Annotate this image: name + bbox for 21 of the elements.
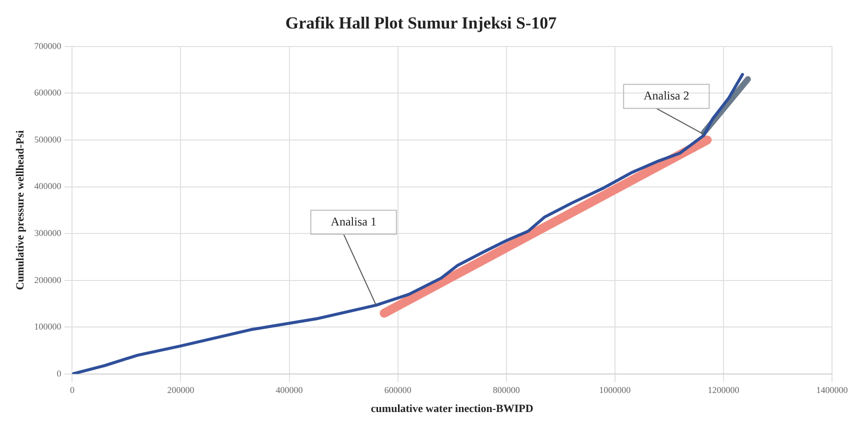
y-tick-label: 600000	[34, 88, 62, 98]
y-tick-label: 200000	[34, 274, 62, 285]
x-tick-label: 600000	[384, 384, 412, 395]
chart-title: Grafik Hall Plot Sumur Injeksi S-107	[285, 14, 558, 33]
y-axis-title: Cumulative pressure wellhead-Psi	[14, 130, 26, 290]
x-axis-title: cumulative water inection-BWIPD	[370, 403, 534, 416]
y-tick-label: 700000	[34, 40, 62, 51]
x-tick-label: 800000	[492, 384, 520, 395]
x-tick-label: 1200000	[708, 384, 740, 395]
x-tick-label: 1000000	[599, 384, 632, 395]
annotation: Analisa 2	[644, 88, 690, 103]
y-tick-label: 400000	[34, 181, 62, 192]
y-tick-label: 0	[56, 368, 62, 378]
x-tick-label: 400000	[276, 384, 304, 395]
x-tick-label: 1400000	[816, 384, 848, 395]
y-tick-label: 100000	[34, 322, 62, 332]
y-tick-label: 500000	[34, 134, 62, 144]
x-tick-label: 200000	[167, 384, 195, 395]
x-tick-label: 0	[70, 384, 75, 395]
annotation: Analisa 1	[330, 214, 376, 228]
y-tick-label: 300000	[34, 228, 62, 238]
